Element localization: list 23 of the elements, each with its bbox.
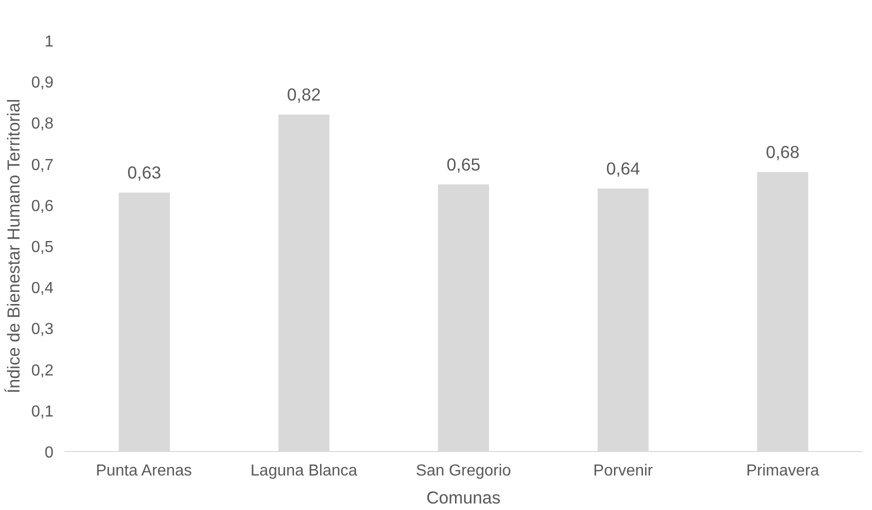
- y-tick-label: 0,6: [31, 198, 54, 215]
- x-tick-label: Porvenir: [593, 462, 654, 480]
- x-tick-label: Punta Arenas: [96, 462, 192, 480]
- data-label: 0,65: [446, 154, 480, 174]
- x-tick-label: San Gregorio: [416, 462, 512, 480]
- x-axis-title: Comunas: [426, 488, 501, 508]
- y-tick-label: 0,7: [31, 156, 54, 174]
- data-label: 0,63: [127, 162, 162, 183]
- y-tick-label: 0,8: [31, 116, 54, 133]
- y-tick-label: 0,2: [31, 362, 54, 380]
- data-label: 0,64: [606, 158, 640, 178]
- data-label: 0,82: [287, 84, 321, 104]
- y-axis-title: Índice de Bienestar Humano Territorial: [3, 98, 24, 394]
- y-tick-label: 0,5: [31, 239, 54, 256]
- y-tick-label: 0,3: [31, 321, 54, 338]
- data-label: 0,68: [766, 142, 800, 162]
- x-tick-label: Primavera: [746, 462, 820, 480]
- y-tick-label: 1: [44, 34, 54, 50]
- y-tick-label: 0,9: [31, 74, 54, 92]
- y-tick-label: 0: [44, 444, 54, 462]
- y-tick-label: 0,4: [31, 280, 54, 298]
- y-tick-label: 0,1: [31, 403, 54, 420]
- x-tick-label: Laguna Blanca: [250, 462, 358, 480]
